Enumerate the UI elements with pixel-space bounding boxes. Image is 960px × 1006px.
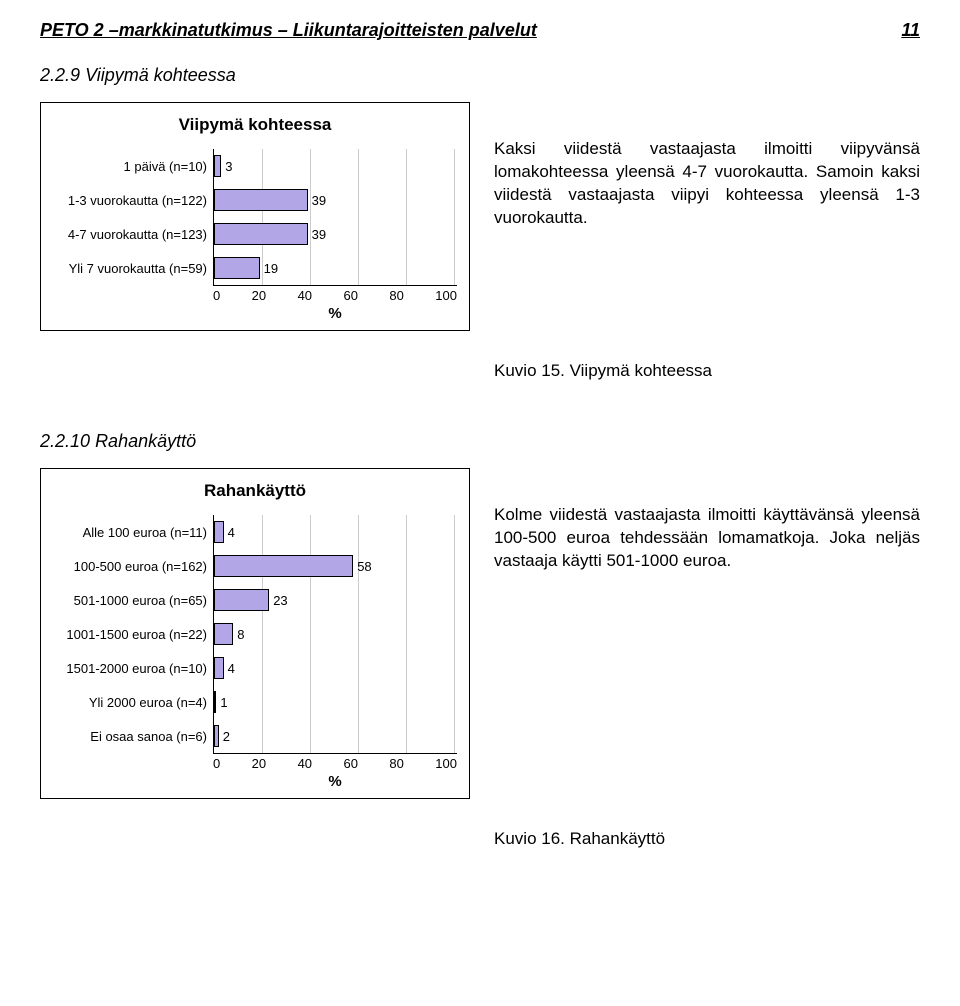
page-header: PETO 2 –markkinatutkimus – Liikuntarajoi…	[40, 20, 920, 41]
chart-xtick: 40	[298, 288, 312, 303]
chart-category-label: 1 päivä (n=10)	[53, 149, 213, 183]
chart-category-label: Yli 7 vuorokautta (n=59)	[53, 251, 213, 285]
chart-bar	[214, 691, 216, 713]
chart-category-label: 1501-2000 euroa (n=10)	[53, 651, 213, 685]
chart-xtick: 20	[252, 288, 266, 303]
chart-bar	[214, 189, 308, 211]
chart-xtick: 60	[343, 288, 357, 303]
chart-2-box: Rahankäyttö Alle 100 euroa (n=11)100-500…	[40, 468, 470, 799]
chart-1-title: Viipymä kohteessa	[53, 115, 457, 135]
chart-xtick: 0	[213, 756, 220, 771]
chart-category-label: 1-3 vuorokautta (n=122)	[53, 183, 213, 217]
figure-16-caption: Kuvio 16. Rahankäyttö	[494, 829, 920, 849]
chart-bar	[214, 257, 260, 279]
chart-bar-value: 39	[312, 193, 326, 208]
chart-category-label: 1001-1500 euroa (n=22)	[53, 617, 213, 651]
chart-xtick: 60	[343, 756, 357, 771]
chart-category-label: 100-500 euroa (n=162)	[53, 549, 213, 583]
chart-bar-value: 39	[312, 227, 326, 242]
chart-xtick: 80	[389, 288, 403, 303]
section-2-text: Kolme viidestä vastaajasta ilmoitti käyt…	[494, 468, 920, 573]
chart-bar-value: 2	[223, 729, 230, 744]
chart-category-label: Alle 100 euroa (n=11)	[53, 515, 213, 549]
chart-xlabel: %	[213, 303, 457, 322]
chart-xtick: 20	[252, 756, 266, 771]
chart-xtick: 0	[213, 288, 220, 303]
section-1-text: Kaksi viidestä vastaajasta ilmoitti viip…	[494, 102, 920, 230]
figure-15-caption: Kuvio 15. Viipymä kohteessa	[494, 361, 920, 381]
chart-bar	[214, 155, 221, 177]
chart-bar-value: 4	[228, 661, 235, 676]
chart-xtick: 100	[435, 756, 457, 771]
chart-category-label: 501-1000 euroa (n=65)	[53, 583, 213, 617]
chart-2-title: Rahankäyttö	[53, 481, 457, 501]
chart-xtick: 80	[389, 756, 403, 771]
chart-bar-value: 23	[273, 593, 287, 608]
chart-category-label: 4-7 vuorokautta (n=123)	[53, 217, 213, 251]
chart-2: Alle 100 euroa (n=11)100-500 euroa (n=16…	[53, 515, 457, 790]
chart-xtick: 40	[298, 756, 312, 771]
section-2-title: 2.2.10 Rahankäyttö	[40, 431, 920, 452]
chart-xtick: 100	[435, 288, 457, 303]
chart-bar	[214, 521, 224, 543]
chart-bar	[214, 623, 233, 645]
chart-xlabel: %	[213, 771, 457, 790]
header-title: PETO 2 –markkinatutkimus – Liikuntarajoi…	[40, 20, 537, 41]
chart-bar	[214, 223, 308, 245]
chart-1: 1 päivä (n=10)1-3 vuorokautta (n=122)4-7…	[53, 149, 457, 322]
chart-bar	[214, 657, 224, 679]
chart-bar	[214, 555, 353, 577]
chart-bar-value: 1	[220, 695, 227, 710]
chart-bar-value: 19	[264, 261, 278, 276]
section-1-title: 2.2.9 Viipymä kohteessa	[40, 65, 920, 86]
chart-bar	[214, 725, 219, 747]
chart-bar-value: 4	[228, 525, 235, 540]
chart-bar	[214, 589, 269, 611]
chart-bar-value: 3	[225, 159, 232, 174]
page-number: 11	[901, 20, 920, 41]
chart-bar-value: 8	[237, 627, 244, 642]
chart-bar-value: 58	[357, 559, 371, 574]
chart-1-box: Viipymä kohteessa 1 päivä (n=10)1-3 vuor…	[40, 102, 470, 331]
chart-category-label: Ei osaa sanoa (n=6)	[53, 719, 213, 753]
chart-category-label: Yli 2000 euroa (n=4)	[53, 685, 213, 719]
